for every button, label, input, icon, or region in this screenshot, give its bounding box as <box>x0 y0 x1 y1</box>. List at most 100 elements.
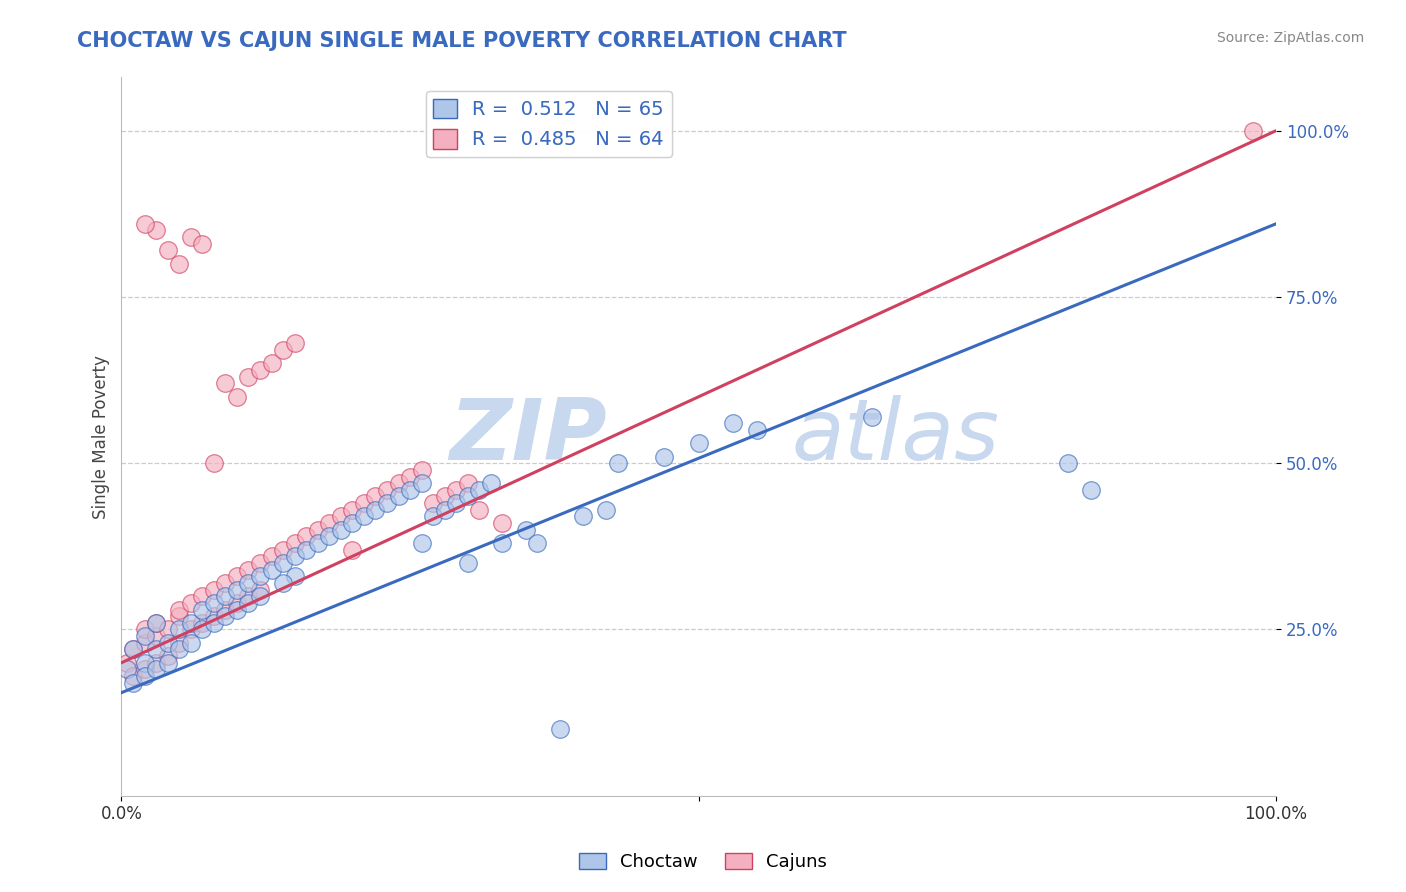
Point <box>745 423 768 437</box>
Point <box>115 662 138 676</box>
Point <box>122 642 145 657</box>
Point <box>238 369 260 384</box>
Text: CHOCTAW VS CAJUN SINGLE MALE POVERTY CORRELATION CHART: CHOCTAW VS CAJUN SINGLE MALE POVERTY COR… <box>77 31 846 51</box>
Point <box>214 602 236 616</box>
Point <box>572 509 595 524</box>
Point <box>134 669 156 683</box>
Point <box>238 576 260 591</box>
Point <box>156 649 179 664</box>
Point <box>399 469 422 483</box>
Point <box>249 363 271 377</box>
Point <box>167 636 190 650</box>
Point <box>225 602 247 616</box>
Point <box>1080 483 1102 497</box>
Point <box>260 563 283 577</box>
Point <box>342 542 364 557</box>
Point <box>284 569 307 583</box>
Point <box>607 456 630 470</box>
Point <box>1241 123 1264 137</box>
Point <box>422 496 444 510</box>
Point <box>249 589 271 603</box>
Point <box>202 609 225 624</box>
Point <box>214 376 236 391</box>
Point <box>145 615 167 630</box>
Point <box>134 636 156 650</box>
Point <box>860 409 883 424</box>
Point <box>446 496 468 510</box>
Y-axis label: Single Male Poverty: Single Male Poverty <box>93 355 110 518</box>
Point <box>364 490 387 504</box>
Point <box>156 656 179 670</box>
Point <box>723 417 745 431</box>
Point <box>295 529 318 543</box>
Point <box>271 556 294 570</box>
Point <box>202 582 225 597</box>
Point <box>342 502 364 516</box>
Point <box>134 662 156 676</box>
Point <box>225 569 247 583</box>
Point <box>295 542 318 557</box>
Point <box>1057 456 1080 470</box>
Point <box>122 642 145 657</box>
Point <box>526 536 548 550</box>
Point <box>457 476 479 491</box>
Point <box>260 356 283 370</box>
Point <box>225 390 247 404</box>
Point <box>167 642 190 657</box>
Point <box>375 496 398 510</box>
Point <box>214 576 236 591</box>
Point <box>399 483 422 497</box>
Point <box>387 490 409 504</box>
Point <box>134 217 156 231</box>
Point <box>122 669 145 683</box>
Point <box>225 596 247 610</box>
Point <box>249 569 271 583</box>
Point <box>115 656 138 670</box>
Point <box>145 656 167 670</box>
Point <box>238 596 260 610</box>
Point <box>145 615 167 630</box>
Point <box>329 509 352 524</box>
Point <box>191 615 214 630</box>
Point <box>167 602 190 616</box>
Point <box>167 257 190 271</box>
Point <box>271 542 294 557</box>
Point <box>353 496 375 510</box>
Point <box>284 336 307 351</box>
Point <box>284 536 307 550</box>
Point <box>284 549 307 564</box>
Point <box>688 436 710 450</box>
Legend: Choctaw, Cajuns: Choctaw, Cajuns <box>571 846 835 879</box>
Point <box>180 623 202 637</box>
Legend: R =  0.512   N = 65, R =  0.485   N = 64: R = 0.512 N = 65, R = 0.485 N = 64 <box>426 91 672 157</box>
Point <box>202 456 225 470</box>
Point <box>145 642 167 657</box>
Point <box>491 516 513 530</box>
Point <box>134 656 156 670</box>
Point <box>238 589 260 603</box>
Point <box>479 476 502 491</box>
Point <box>457 556 479 570</box>
Point <box>307 536 329 550</box>
Point <box>156 244 179 258</box>
Point <box>167 623 190 637</box>
Point <box>249 582 271 597</box>
Text: Source: ZipAtlas.com: Source: ZipAtlas.com <box>1216 31 1364 45</box>
Point <box>145 629 167 643</box>
Point <box>156 623 179 637</box>
Point <box>191 589 214 603</box>
Point <box>387 476 409 491</box>
Point <box>329 523 352 537</box>
Point <box>595 502 617 516</box>
Point <box>271 343 294 358</box>
Point <box>249 556 271 570</box>
Point <box>202 596 225 610</box>
Point <box>318 516 340 530</box>
Point <box>180 615 202 630</box>
Point <box>202 615 225 630</box>
Point <box>353 509 375 524</box>
Point <box>318 529 340 543</box>
Point <box>307 523 329 537</box>
Point <box>214 589 236 603</box>
Point <box>271 576 294 591</box>
